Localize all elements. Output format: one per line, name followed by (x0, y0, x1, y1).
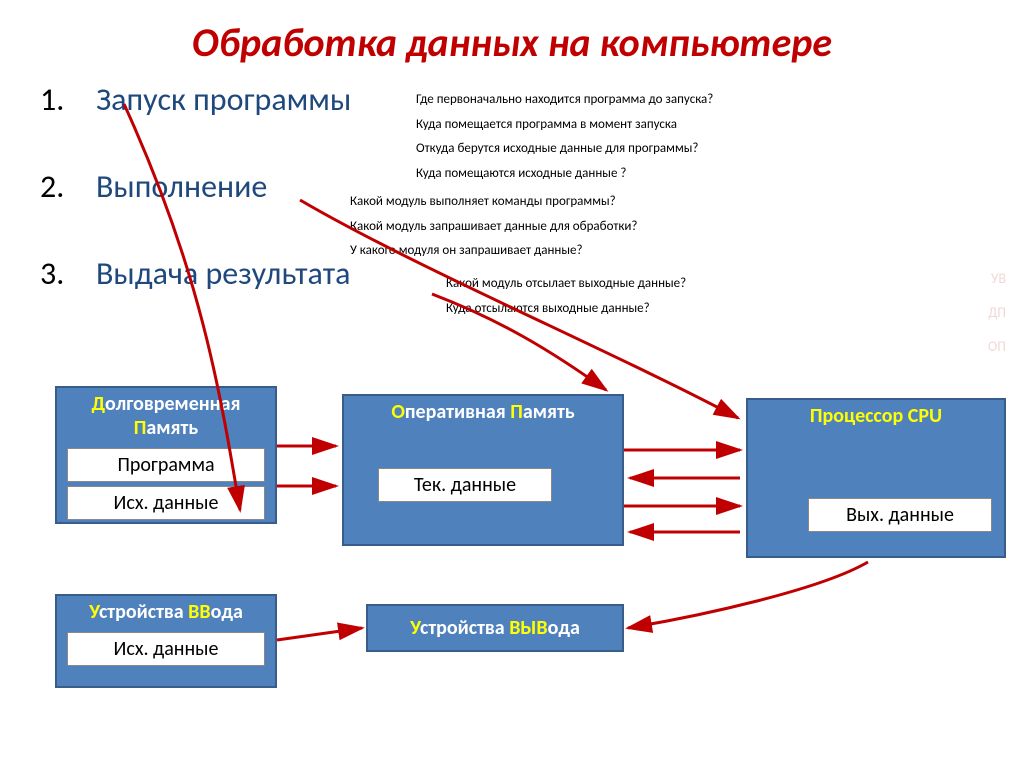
list-item: 2.Выполнение (40, 167, 351, 206)
box-cell: Программа (67, 448, 265, 482)
question-text: Куда помещается программа в момент запус… (416, 113, 713, 138)
list-text: Выполнение (96, 167, 267, 206)
list-text: Выдача результата (96, 254, 350, 293)
faded-label: УВ (991, 270, 1006, 287)
question-text: Откуда берутся исходные данные для прогр… (416, 137, 713, 162)
box-cell: Вых. данные (808, 498, 992, 532)
box-title: Оперативная Память (344, 396, 622, 428)
box-cpu: Процессор CPU Вых. данные (746, 398, 1006, 558)
list-number: 1. (40, 80, 96, 119)
question-text: Какой модуль выполняет команды программы… (350, 190, 637, 215)
question-text: Где первоначально находится программа до… (416, 88, 713, 113)
page-title: Обработка данных на компьютере (0, 0, 1024, 67)
faded-label: ДП (988, 304, 1006, 321)
box-cell: Исх. данные (67, 486, 265, 520)
ordered-list: 1.Запуск программы 2.Выполнение 3.Выдача… (40, 80, 351, 341)
question-text: Куда отсылаются выходные данные? (446, 297, 686, 322)
arrow-curve (628, 562, 868, 628)
box-title: Долговременная Память (57, 388, 275, 444)
box-output-devices: Устройства ВЫВода (366, 604, 624, 652)
box-title: Устройства ВВода (57, 596, 275, 628)
list-text: Запуск программы (96, 80, 351, 119)
box-title: Устройства ВЫВода (368, 606, 622, 644)
questions-group-2: Какой модуль выполняет команды программы… (350, 190, 637, 264)
list-number: 3. (40, 254, 96, 293)
box-cell: Тек. данные (378, 468, 552, 502)
box-input-devices: Устройства ВВода Исх. данные (55, 594, 277, 688)
list-number: 2. (40, 167, 96, 206)
question-text: Какой модуль запрашивает данные для обра… (350, 215, 637, 240)
list-item: 3.Выдача результата (40, 254, 351, 293)
question-text: У какого модуля он запрашивает данные? (350, 239, 637, 264)
arrow (277, 628, 362, 640)
box-cell: Исх. данные (67, 632, 265, 666)
list-item: 1.Запуск программы (40, 80, 351, 119)
box-title: Процессор CPU (748, 400, 1004, 432)
question-text: Куда помещаются исходные данные ? (416, 162, 713, 187)
box-ram: Оперативная Память Тек. данные (342, 394, 624, 546)
question-text: Какой модуль отсылает выходные данные? (446, 272, 686, 297)
questions-group-3: Какой модуль отсылает выходные данные? К… (446, 272, 686, 321)
box-longterm-memory: Долговременная Память Программа Исх. дан… (55, 386, 277, 524)
questions-group-1: Где первоначально находится программа до… (416, 88, 713, 187)
faded-label: ОП (988, 338, 1006, 355)
